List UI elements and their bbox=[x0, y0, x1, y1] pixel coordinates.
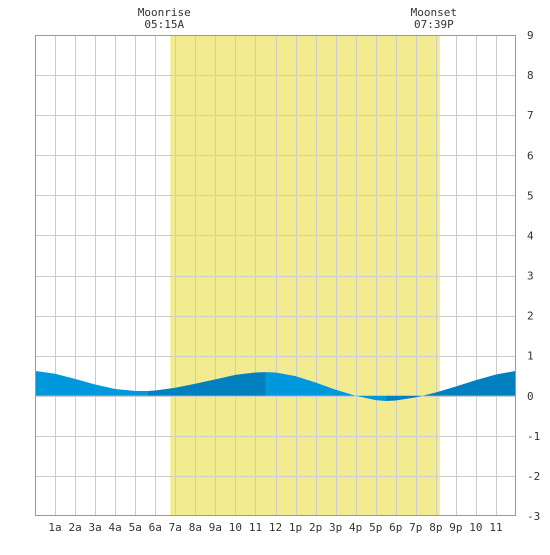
x-tick-label: 7a bbox=[169, 521, 182, 534]
tide-area-falling bbox=[35, 370, 148, 396]
y-tick-label: 1 bbox=[527, 350, 534, 363]
plot-frame bbox=[35, 35, 516, 516]
y-tick-label: 6 bbox=[527, 149, 534, 162]
x-tick-label: 12 bbox=[269, 521, 282, 534]
y-tick-label: 3 bbox=[527, 270, 534, 283]
y-tick-label: 5 bbox=[527, 189, 534, 202]
y-tick-label: 7 bbox=[527, 109, 534, 122]
grid-layer bbox=[35, 35, 516, 516]
x-tick-label: 10 bbox=[229, 521, 242, 534]
x-tick-label: 2a bbox=[68, 521, 81, 534]
x-tick-label: 1a bbox=[48, 521, 61, 534]
x-tick-label: 3a bbox=[89, 521, 102, 534]
moon-visible-band bbox=[170, 35, 440, 516]
x-tick-label: 3p bbox=[329, 521, 342, 534]
y-tick-label: -1 bbox=[527, 430, 540, 443]
x-tick-label: 11 bbox=[249, 521, 262, 534]
x-tick-label: 9a bbox=[209, 521, 222, 534]
moon-event-label: Moonset bbox=[411, 6, 457, 19]
x-tick-label: 6p bbox=[389, 521, 402, 534]
moon-event-time: 07:39P bbox=[414, 18, 454, 31]
x-tick-label: 4p bbox=[349, 521, 362, 534]
x-tick-label: 1p bbox=[289, 521, 302, 534]
x-tick-label: 2p bbox=[309, 521, 322, 534]
moon-event-time: 05:15A bbox=[144, 18, 184, 31]
x-tick-label: 6a bbox=[149, 521, 162, 534]
tide-area-layer bbox=[35, 370, 516, 401]
x-tick-label: 11 bbox=[489, 521, 502, 534]
tide-area-rising bbox=[147, 372, 266, 396]
x-tick-label: 5p bbox=[369, 521, 382, 534]
x-tick-label: 10 bbox=[469, 521, 482, 534]
x-tick-label: 5a bbox=[129, 521, 142, 534]
y-tick-label: 9 bbox=[527, 29, 534, 42]
x-tick-label: 8a bbox=[189, 521, 202, 534]
y-tick-label: 2 bbox=[527, 310, 534, 323]
tide-area-falling bbox=[265, 372, 386, 401]
y-tick-label: -2 bbox=[527, 470, 540, 483]
x-tick-label: 4a bbox=[109, 521, 122, 534]
y-tick-label: 0 bbox=[527, 390, 534, 403]
x-tick-label: 8p bbox=[429, 521, 442, 534]
moon-band-layer bbox=[170, 35, 440, 516]
moon-event-label: Moonrise bbox=[138, 6, 191, 19]
y-tick-label: 4 bbox=[527, 229, 534, 242]
tide-area-rising bbox=[385, 370, 516, 401]
x-tick-label: 7p bbox=[409, 521, 422, 534]
y-tick-label: 8 bbox=[527, 69, 534, 82]
x-tick-label: 9p bbox=[449, 521, 462, 534]
label-layer: 1a 2a 3a 4a 5a 6a 7a 8a 9a 10 11 12 1p 2p 3p 4p 5p 6p 7p 8p… bbox=[48, 6, 540, 534]
y-tick-label: -3 bbox=[527, 510, 540, 523]
